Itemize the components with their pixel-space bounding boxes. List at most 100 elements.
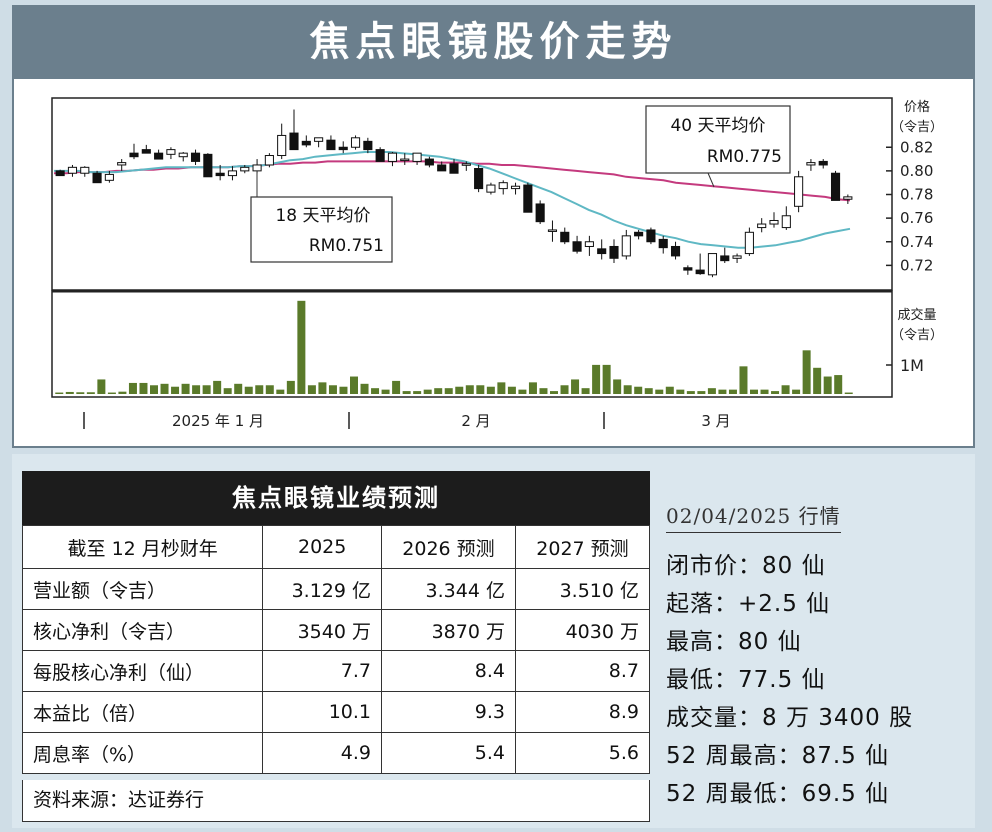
candle-down <box>449 163 459 174</box>
row-label: 营业额（令吉） <box>21 568 264 610</box>
volume-bar <box>465 385 474 394</box>
candle-down <box>572 241 582 252</box>
volume-bar <box>844 392 853 394</box>
candle-up <box>240 166 250 172</box>
price-tick-label: 0.80 <box>900 162 933 180</box>
candle-down <box>424 158 434 166</box>
volume-bar <box>697 391 706 394</box>
candle-down <box>830 172 841 201</box>
candle-up <box>314 137 324 142</box>
volume-bar <box>686 391 695 394</box>
candle-up <box>707 253 718 276</box>
candle-up <box>781 215 791 229</box>
table-cell: 7.7 <box>262 650 382 692</box>
volume-bar <box>739 366 748 394</box>
volume-bar <box>444 388 453 394</box>
volume-bar <box>665 386 674 394</box>
volume-bar <box>150 385 158 394</box>
candle-down <box>658 238 668 249</box>
volume-bar <box>413 391 422 394</box>
volume-bar <box>592 364 601 394</box>
candle-up <box>178 152 188 158</box>
volume-axis-label-2: （令吉） <box>891 328 943 343</box>
candle-down <box>326 139 336 151</box>
volume-bar <box>307 385 316 394</box>
ma18-callout: 18 天平均价 RM0.751 <box>250 171 393 263</box>
candle-down <box>609 245 619 259</box>
volume-bar <box>781 385 790 394</box>
volume-bar <box>160 383 169 394</box>
volume-bar <box>371 388 380 394</box>
candle-down <box>129 152 139 158</box>
row-label: 每股核心净利（仙） <box>21 650 264 692</box>
volume-bar <box>118 391 127 394</box>
ma18-callout-box <box>250 196 393 263</box>
data-source-note: 资料来源：达证券行 <box>22 780 650 822</box>
row-label: 周息率（%） <box>21 732 264 774</box>
chart-panel: 0.82 0.80 0.78 0.76 0.74 0.72 价格 （令吉） 成交量 （令吉… <box>12 79 975 448</box>
market-line-change: 起落：+2.5 仙 <box>666 591 831 617</box>
volume-bar <box>318 382 327 394</box>
candle-down <box>818 160 828 166</box>
volume-bar <box>771 391 780 394</box>
candle-down <box>375 149 385 162</box>
ma40-callout-box <box>645 105 791 174</box>
volume-bars <box>55 300 853 394</box>
volume-bar <box>339 386 348 394</box>
table-row: 营业额（令吉） 3.129 亿 3.344 亿 3.510 亿 <box>21 568 651 610</box>
ma18-callout-label: 18 天平均价 <box>275 206 370 226</box>
volume-bar <box>718 389 727 394</box>
candle-up <box>67 166 78 174</box>
candle-up <box>510 185 521 190</box>
market-line-52w-low: 52 周最低：69.5 仙 <box>666 781 890 807</box>
volume-bar <box>328 385 337 394</box>
candle-down <box>215 172 225 177</box>
volume-bar <box>234 383 243 394</box>
ma40-callout: 40 天平均价 RM0.775 <box>645 105 791 188</box>
volume-bar <box>55 392 64 394</box>
volume-bar <box>86 392 95 394</box>
candle-up <box>757 223 767 229</box>
price-tick-label: 0.78 <box>900 186 933 204</box>
price-tick-label: 0.74 <box>900 233 933 251</box>
candle-down <box>55 170 65 177</box>
market-heading: 02/04/2025 行情 <box>666 500 841 533</box>
candle-down <box>474 168 484 190</box>
candle-up <box>227 170 238 177</box>
volume-bar <box>539 388 548 394</box>
volume-bar <box>381 389 390 394</box>
table-row: 核心净利（令吉） 3540 万 3870 万 4030 万 <box>21 609 651 651</box>
table-cell: 3.129 亿 <box>262 568 382 610</box>
candle-up <box>794 176 804 207</box>
volume-bar <box>602 364 611 394</box>
candle-down <box>646 229 656 243</box>
candle-up <box>498 182 508 190</box>
table-cell: 3.510 亿 <box>514 568 651 610</box>
candle-down <box>301 140 311 146</box>
volume-bar <box>297 300 306 394</box>
x-label-feb: 2 月 <box>461 412 490 430</box>
candle-up <box>400 158 410 162</box>
volume-bar <box>507 386 516 394</box>
candle-up <box>843 196 853 200</box>
candle-up <box>252 164 262 172</box>
table-row: 每股核心净利（仙） 7.7 8.4 8.7 <box>21 650 651 692</box>
candle-up <box>264 155 274 166</box>
volume-bar <box>634 386 643 394</box>
price-tick-label: 0.72 <box>900 256 933 274</box>
candle-up <box>104 173 114 181</box>
market-line-52w-high: 52 周最高：87.5 仙 <box>666 743 890 769</box>
volume-bar <box>128 382 137 394</box>
volume-bar <box>550 391 558 394</box>
row-label: 核心净利（令吉） <box>21 609 264 651</box>
candle-down <box>203 153 213 178</box>
table-cell: 5.6 <box>514 732 651 774</box>
volume-bar <box>423 389 432 394</box>
candlesticks <box>55 109 853 278</box>
table-header-row: 截至 12 月杪财年 2025 2026 预测 2027 预测 <box>21 525 651 569</box>
table-cell: 8.7 <box>514 650 651 692</box>
candle-up <box>732 255 742 259</box>
volume-bar <box>707 388 716 394</box>
header-cell: 截至 12 月杪财年 <box>21 525 264 569</box>
candle-up <box>117 162 127 166</box>
